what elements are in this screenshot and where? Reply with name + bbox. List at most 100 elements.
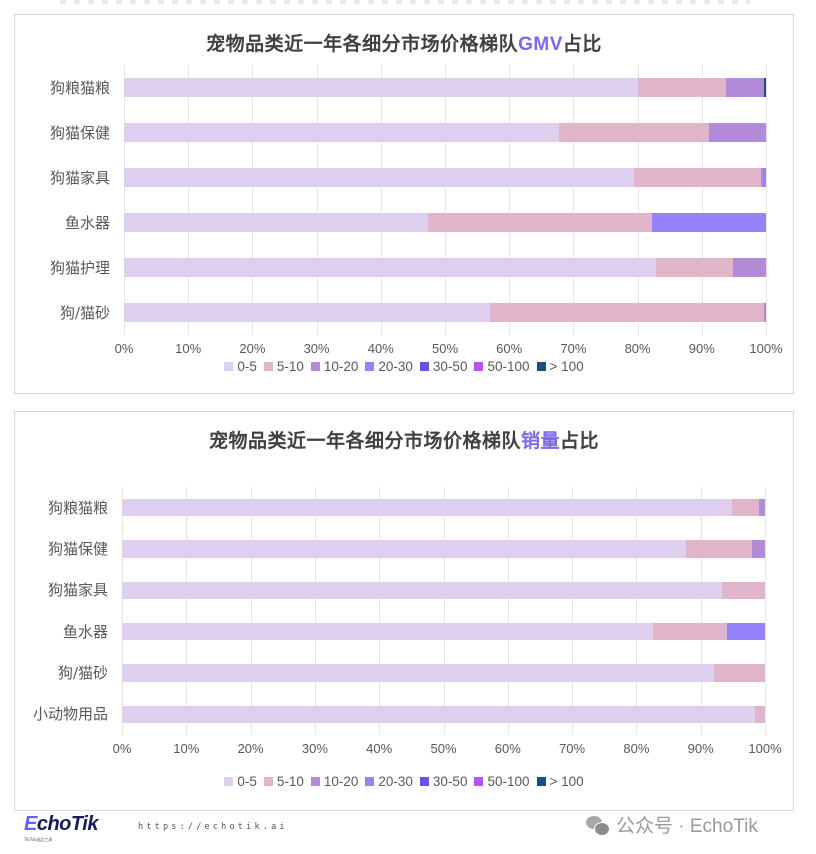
- bar-segment: [655, 258, 734, 277]
- category-label: 狗猫保健: [49, 123, 110, 142]
- bar-segment: [754, 705, 765, 723]
- bar-segment: [685, 540, 753, 558]
- bar-segment: [634, 168, 761, 187]
- legend-swatch-icon: [474, 777, 484, 786]
- bar-segment: [122, 622, 654, 641]
- wechat-icon: [586, 815, 610, 836]
- legend-label: 50-100: [487, 359, 530, 374]
- chart-title: 宠物品类近一年各细分市场价格梯队销量占比: [15, 426, 793, 453]
- bar-row: [124, 123, 766, 142]
- bar-segment: [764, 78, 766, 97]
- category-label: 鱼水器: [64, 213, 110, 232]
- bar-segment: [653, 622, 728, 641]
- gridline: [445, 65, 446, 335]
- gridline: [379, 487, 381, 735]
- bar-segment: [428, 213, 653, 232]
- bar-row: [122, 498, 765, 517]
- website-url[interactable]: https://echotik.ai: [138, 822, 288, 832]
- bar-segment: [760, 168, 763, 187]
- gridline: [250, 487, 252, 735]
- bar-segment: [124, 78, 638, 97]
- category-label: 狗粮猫粮: [49, 78, 110, 97]
- x-tick-label: 60%: [496, 341, 523, 356]
- bar-segment: [727, 622, 765, 641]
- x-tick-label: 100%: [748, 741, 782, 756]
- legend-item: 30-50: [419, 774, 468, 789]
- legend-swatch-icon: [536, 777, 546, 786]
- bar-segment: [122, 705, 755, 723]
- legend-label: > 100: [549, 359, 584, 374]
- legend-label: 5-10: [276, 359, 304, 374]
- legend-swatch-icon: [263, 777, 273, 786]
- chart-title: 宠物品类近一年各细分市场价格梯队GMV占比: [15, 29, 793, 56]
- x-tick-label: 60%: [494, 741, 521, 756]
- bar-segment: [713, 664, 765, 682]
- category-label: 狗/猫砂: [59, 303, 110, 322]
- legend-label: 20-30: [378, 359, 413, 374]
- legend-swatch-icon: [536, 362, 546, 371]
- x-tick-label: 80%: [624, 341, 651, 356]
- chart-legend: 0-5 5-10 10-20 20-30 30-50 50-100 > 100: [15, 774, 793, 789]
- x-tick-label: 20%: [237, 741, 264, 756]
- gridline: [316, 65, 318, 335]
- bar-row: [122, 705, 765, 723]
- chart-legend: 0-5 5-10 10-20 20-30 30-50 50-100 > 100: [15, 359, 793, 374]
- gridline: [124, 65, 125, 335]
- title-suffix: 占比: [560, 430, 600, 452]
- legend-item: 30-50: [419, 359, 468, 374]
- bar-segment: [122, 581, 722, 599]
- x-tick-label: 50%: [431, 341, 459, 356]
- x-tick-label: 90%: [687, 741, 714, 756]
- bar-row: [122, 540, 765, 558]
- bar-segment: [764, 303, 766, 322]
- legend-swatch-icon: [365, 777, 375, 786]
- legend-swatch-icon: [365, 362, 375, 371]
- x-tick-label: 0%: [114, 341, 134, 356]
- bar-segment: [721, 581, 765, 599]
- wechat-label: 公众号 · EchoTik: [616, 816, 758, 837]
- legend-item: 0-5: [224, 774, 257, 789]
- gridline: [701, 65, 703, 335]
- gridline: [188, 65, 190, 335]
- bar-row: [122, 664, 765, 682]
- x-tick-label: 40%: [367, 341, 394, 356]
- bar-row: [122, 622, 765, 641]
- legend-label: 30-50: [432, 359, 468, 374]
- legend-swatch-icon: [419, 362, 429, 371]
- gridline: [443, 487, 445, 735]
- category-label: 狗/猫砂: [57, 664, 108, 682]
- legend-swatch-icon: [224, 777, 234, 786]
- legend-item: 5-10: [263, 774, 304, 789]
- legend-label: > 100: [549, 774, 584, 789]
- legend-label: 30-50: [432, 774, 468, 789]
- gridline: [637, 65, 639, 335]
- bar-segment: [122, 498, 733, 517]
- plot-area: [124, 65, 767, 335]
- cropped-header-text: [60, 0, 750, 4]
- bar-row: [124, 168, 766, 187]
- gridline: [314, 487, 316, 735]
- legend-item: > 100: [536, 359, 584, 374]
- title-prefix: 宠物品类近一年各细分市场价格梯队: [208, 430, 521, 452]
- bar-segment: [124, 123, 560, 142]
- gridline: [636, 487, 638, 735]
- bar-segment: [733, 258, 766, 277]
- x-tick-label: 20%: [239, 341, 266, 356]
- x-tick-label: 30%: [303, 341, 330, 356]
- legend-label: 10-20: [323, 359, 359, 374]
- legend-item: > 100: [536, 774, 584, 789]
- x-tick-label: 80%: [623, 741, 650, 756]
- bar-segment: [122, 540, 686, 558]
- bar-row: [124, 258, 766, 277]
- wechat-watermark: 公众号 · EchoTik: [586, 811, 758, 838]
- legend-item: 20-30: [365, 774, 413, 789]
- bar-row: [124, 303, 766, 322]
- gridline: [252, 65, 254, 335]
- legend-item: 5-10: [263, 359, 304, 374]
- gridline: [186, 487, 188, 735]
- bar-row: [124, 213, 766, 232]
- bar-segment: [559, 123, 710, 142]
- gridline: [573, 65, 575, 335]
- legend-item: 20-30: [365, 359, 413, 374]
- bar-segment: [489, 303, 765, 322]
